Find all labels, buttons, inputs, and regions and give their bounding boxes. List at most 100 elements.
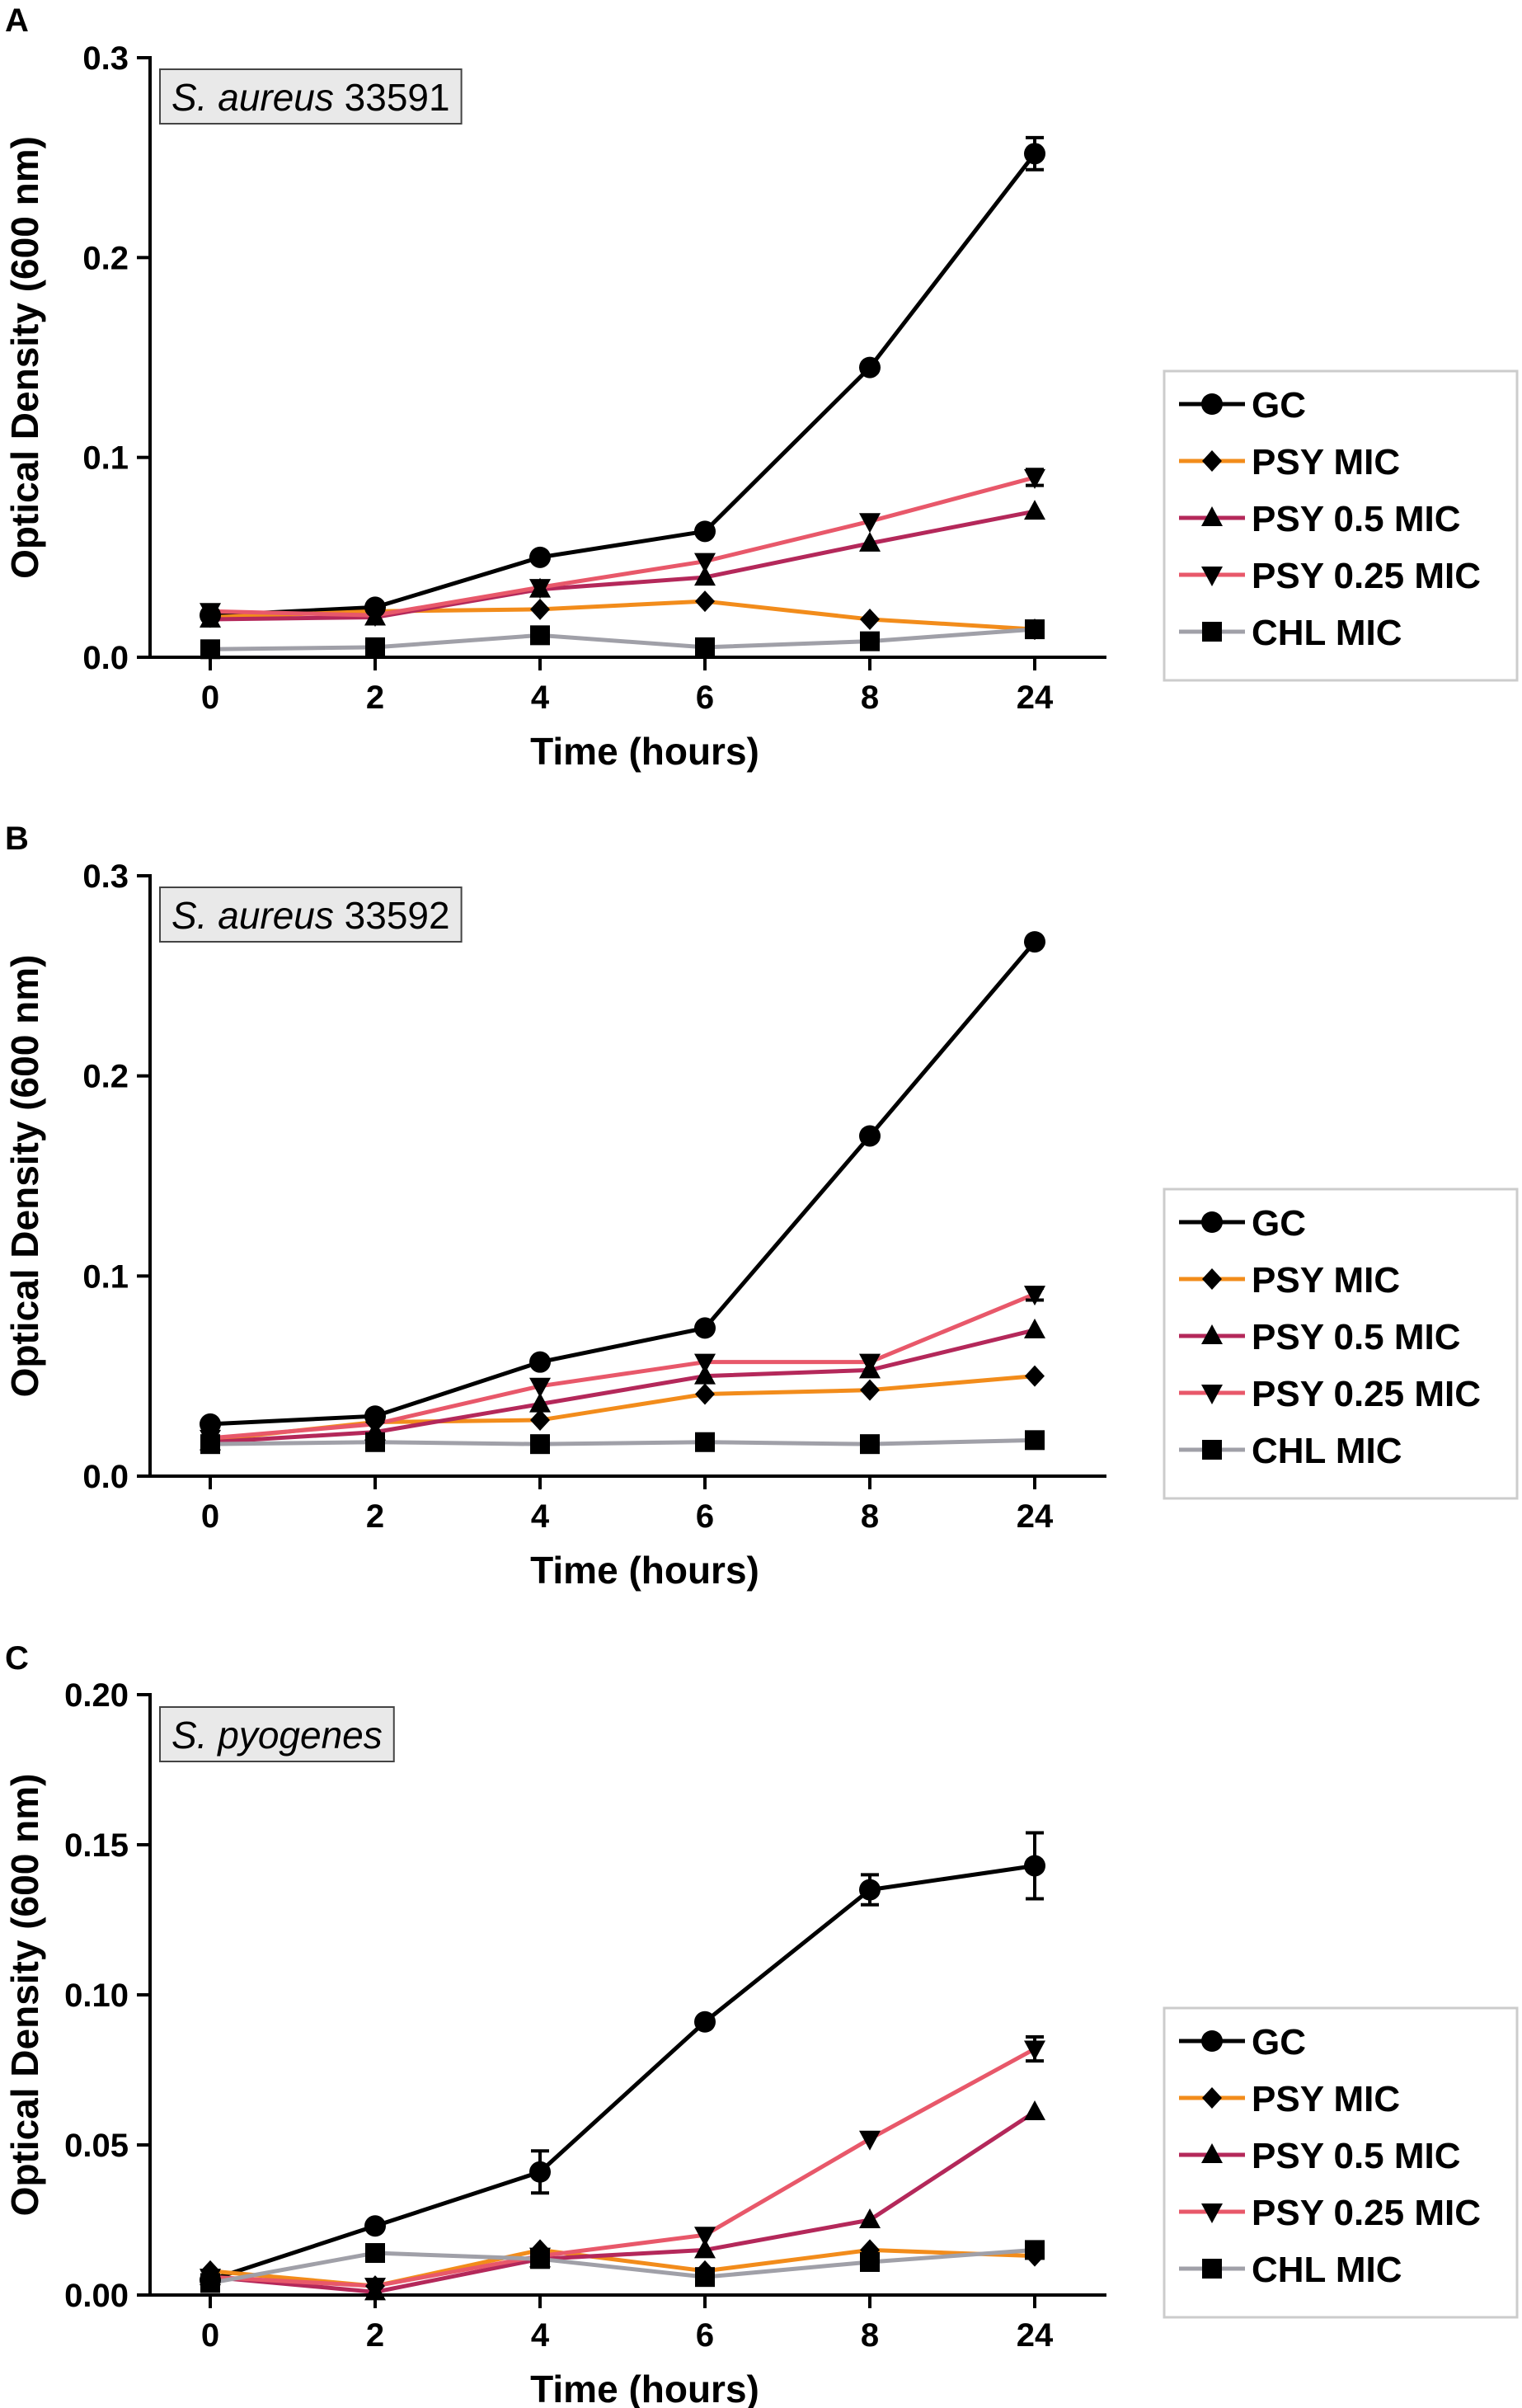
series-markers xyxy=(200,1831,1045,2301)
x-tick-label: 6 xyxy=(696,680,714,716)
data-point-psy-mic xyxy=(530,1409,550,1432)
x-tick-label: 4 xyxy=(531,2317,550,2354)
data-point-chl-mic xyxy=(695,1432,715,1452)
legend-label-chl-mic: CHL MIC xyxy=(1252,613,1402,653)
y-tick-label: 0.3 xyxy=(82,858,129,895)
legend-label-psy-mic: PSY MIC xyxy=(1252,1260,1400,1300)
series-lines xyxy=(209,940,1036,1446)
x-tick-label: 24 xyxy=(1017,2317,1054,2354)
data-point-gc xyxy=(200,1413,221,1435)
data-point-psy-0-25-mic xyxy=(364,2278,386,2298)
series-line-psy-0-25-mic xyxy=(209,475,1036,618)
data-point-psy-0-25-mic xyxy=(694,1353,716,1374)
data-point-chl-mic xyxy=(530,625,550,646)
legend-marker-psy-0-5-mic xyxy=(1201,2143,1223,2163)
series-line-gc xyxy=(209,152,1036,618)
data-point-psy-0-25-mic xyxy=(859,513,881,534)
data-point-psy-0-5-mic xyxy=(529,1392,551,1413)
data-point-psy-0-25-mic xyxy=(694,2227,716,2247)
data-point-psy-mic xyxy=(695,1383,715,1405)
legend-marker-psy-0-5-mic xyxy=(1201,506,1223,526)
x-tick-label: 6 xyxy=(696,2317,714,2354)
data-point-gc xyxy=(529,2161,551,2183)
legend-label-psy-mic: PSY MIC xyxy=(1252,442,1400,482)
series-line-psy-0-5-mic xyxy=(209,2109,1036,2294)
data-point-chl-mic xyxy=(1025,619,1045,640)
y-axis-title: Optical Density (600 nm) xyxy=(3,955,46,1398)
series-lines xyxy=(209,152,1036,651)
legend-marker-psy-mic xyxy=(1202,2087,1222,2109)
series-markers xyxy=(200,135,1045,660)
data-point-gc xyxy=(1024,931,1045,953)
series-line-gc xyxy=(209,940,1036,1427)
data-point-gc xyxy=(859,1125,881,1147)
legend-marker-gc xyxy=(1201,393,1223,415)
series-line-psy-mic xyxy=(209,1374,1036,1442)
series-line-chl-mic xyxy=(209,1437,1036,1446)
data-point-psy-0-25-mic xyxy=(859,1353,881,1374)
legend-marker-psy-0-25-mic xyxy=(1201,2203,1223,2223)
legend-label-psy-0-5-mic: PSY 0.5 MIC xyxy=(1252,499,1461,539)
data-point-psy-0-5-mic xyxy=(694,2238,716,2259)
legend-label-psy-0-5-mic: PSY 0.5 MIC xyxy=(1252,2136,1461,2176)
x-tick-label: 8 xyxy=(861,1498,879,1535)
y-tick-label: 0.1 xyxy=(82,1258,129,1295)
data-point-chl-mic xyxy=(530,1434,550,1455)
y-tick-label: 0.20 xyxy=(64,1677,129,1714)
data-point-gc xyxy=(529,1351,551,1373)
x-tick-label: 4 xyxy=(531,680,550,716)
series-line-psy-0-25-mic xyxy=(209,1291,1036,1441)
strain-annotation-text: S. aureus 33591 xyxy=(171,76,450,119)
x-tick-label: 8 xyxy=(861,680,879,716)
strain-annotation-text: S. aureus 33592 xyxy=(171,894,450,937)
x-tick-label: 24 xyxy=(1017,1498,1054,1535)
data-point-psy-0-25-mic xyxy=(1024,1286,1045,1306)
data-point-psy-mic xyxy=(860,608,880,630)
strain-species: S. aureus xyxy=(171,894,334,937)
data-point-psy-0-25-mic xyxy=(364,1415,386,1436)
x-tick-label: 2 xyxy=(366,1498,384,1535)
data-point-psy-0-5-mic xyxy=(859,2208,881,2228)
data-point-psy-mic xyxy=(695,590,715,613)
data-point-chl-mic xyxy=(365,2243,385,2264)
data-point-psy-0-25-mic xyxy=(529,1377,551,1398)
legend-marker-gc xyxy=(1201,2030,1223,2052)
data-point-chl-mic xyxy=(695,637,715,657)
legend-marker-psy-mic xyxy=(1202,1268,1222,1290)
y-axis-title: Optical Density (600 nm) xyxy=(3,136,46,579)
data-point-chl-mic xyxy=(200,639,220,660)
data-point-gc xyxy=(859,1879,881,1901)
series-lines xyxy=(209,1864,1036,2294)
data-point-psy-mic xyxy=(530,598,550,620)
y-tick-label: 0.0 xyxy=(82,1459,129,1495)
y-tick-label: 0.0 xyxy=(82,640,129,676)
panel-label: B xyxy=(5,821,29,857)
legend: GC PSY MIC PSY 0.5 MIC PSY 0.25 MIC CHL MIC xyxy=(1163,1188,1519,1500)
strain-species: S. pyogenes xyxy=(171,1714,383,1757)
data-point-psy-0-25-mic xyxy=(694,553,716,573)
data-point-gc xyxy=(694,1317,716,1339)
x-tick-label: 4 xyxy=(531,1498,550,1535)
data-point-psy-0-5-mic xyxy=(694,566,716,586)
data-point-psy-0-5-mic xyxy=(859,531,881,552)
x-tick-label: 8 xyxy=(861,2317,879,2354)
y-tick-label: 0.2 xyxy=(82,1059,129,1095)
strain-species: S. aureus xyxy=(171,76,334,119)
x-tick-label: 0 xyxy=(201,680,219,716)
series-line-psy-0-5-mic xyxy=(209,1328,1036,1445)
legend-box xyxy=(1163,2006,1519,2319)
legend-marker-gc xyxy=(1201,1211,1223,1233)
strain-annotation-box xyxy=(159,1706,395,1762)
y-tick-label: 0.2 xyxy=(82,240,129,276)
legend-box xyxy=(1163,369,1519,682)
y-axis-title: Optical Density (600 nm) xyxy=(3,1774,46,2217)
x-tick-label: 2 xyxy=(366,680,384,716)
data-point-chl-mic xyxy=(1025,1430,1045,1451)
legend: GC PSY MIC PSY 0.5 MIC PSY 0.25 MIC CHL MIC xyxy=(1163,2006,1519,2319)
data-point-psy-mic xyxy=(1025,1365,1045,1387)
strain-annotation-box xyxy=(159,887,463,943)
strain-annotation: S. aureus 33591 xyxy=(159,68,463,125)
